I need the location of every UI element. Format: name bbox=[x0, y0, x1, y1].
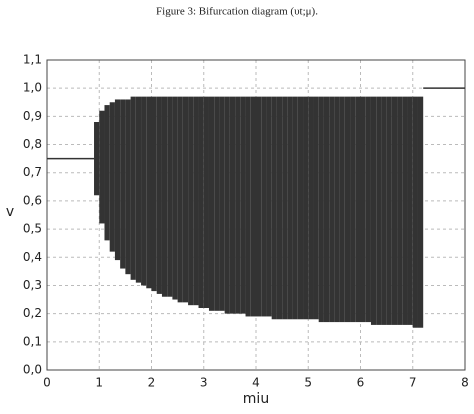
chaos-band bbox=[339, 96, 345, 323]
chaos-band bbox=[208, 96, 215, 311]
chaos-band bbox=[318, 96, 324, 323]
chaos-band bbox=[188, 96, 194, 306]
y-tick-label: 0,2 bbox=[23, 306, 42, 320]
chaos-band bbox=[297, 96, 304, 320]
chaos-band bbox=[334, 96, 340, 323]
y-tick-label: 0,5 bbox=[23, 222, 42, 236]
chaos-band bbox=[104, 105, 110, 241]
x-tick-label: 3 bbox=[200, 376, 208, 390]
chaos-band bbox=[193, 96, 199, 306]
y-tick-label: 0,1 bbox=[23, 334, 42, 348]
chaos-band bbox=[412, 96, 418, 328]
chaos-band bbox=[229, 96, 236, 314]
chaos-band bbox=[120, 99, 126, 269]
chaos-band bbox=[360, 96, 366, 323]
chaos-band bbox=[114, 99, 121, 261]
x-tick-label: 1 bbox=[95, 376, 103, 390]
chaos-band bbox=[141, 96, 147, 286]
chaos-band bbox=[250, 96, 256, 317]
x-tick-label: 2 bbox=[148, 376, 156, 390]
y-tick-label: 0,7 bbox=[23, 165, 42, 179]
chaos-band bbox=[214, 96, 220, 311]
chaos-band bbox=[313, 96, 319, 320]
chaos-band bbox=[266, 96, 272, 317]
y-axis-label: v bbox=[6, 204, 14, 220]
chaos-band bbox=[350, 96, 356, 323]
chaos-band bbox=[161, 96, 168, 297]
y-tick-label: 1,1 bbox=[23, 53, 42, 67]
chaos-band bbox=[245, 96, 251, 317]
chaos-band bbox=[151, 96, 157, 292]
x-tick-label: 0 bbox=[43, 376, 51, 390]
chaos-band bbox=[344, 96, 351, 323]
chaos-band bbox=[182, 96, 189, 303]
chaos-band bbox=[402, 96, 408, 325]
x-tick-label: 4 bbox=[252, 376, 260, 390]
chaos-band bbox=[130, 96, 136, 280]
chaos-band bbox=[381, 96, 387, 325]
chaos-band bbox=[287, 96, 293, 320]
chaos-band bbox=[365, 96, 371, 323]
chaos-band bbox=[94, 122, 100, 196]
chaos-band bbox=[177, 96, 183, 303]
chaos-band bbox=[276, 96, 283, 320]
chaos-band bbox=[167, 96, 173, 297]
chaos-band bbox=[282, 96, 288, 320]
x-tick-label: 8 bbox=[461, 376, 469, 390]
chaos-band bbox=[146, 96, 152, 289]
x-tick-label: 6 bbox=[357, 376, 365, 390]
y-tick-label: 1,0 bbox=[23, 81, 42, 95]
chaos-band bbox=[99, 110, 105, 224]
chaos-band bbox=[376, 96, 382, 325]
chaos-band bbox=[386, 96, 392, 325]
chaos-band bbox=[417, 96, 424, 328]
chaos-band bbox=[308, 96, 314, 320]
x-tick-label: 7 bbox=[409, 376, 417, 390]
y-tick-label: 0,6 bbox=[23, 193, 42, 207]
chaos-band bbox=[329, 96, 335, 323]
chaos-band bbox=[135, 96, 142, 283]
chaos-band bbox=[235, 96, 241, 314]
chaos-band bbox=[125, 99, 131, 275]
y-tick-label: 0,9 bbox=[23, 109, 42, 123]
chaos-band bbox=[303, 96, 309, 320]
chaos-band bbox=[355, 96, 361, 323]
chaos-band bbox=[156, 96, 162, 294]
y-tick-label: 0,3 bbox=[23, 278, 42, 292]
chaos-band bbox=[172, 96, 178, 300]
y-tick-label: 0,0 bbox=[23, 363, 42, 377]
chaos-band bbox=[271, 96, 277, 320]
chaos-band bbox=[397, 96, 403, 325]
chaos-band bbox=[323, 96, 330, 323]
chaos-band bbox=[256, 96, 262, 317]
x-tick-label: 5 bbox=[304, 376, 312, 390]
chaos-band bbox=[240, 96, 246, 314]
chaos-band bbox=[224, 96, 230, 314]
chaos-band bbox=[219, 96, 225, 311]
plot-frame bbox=[46, 59, 466, 371]
chaos-band bbox=[261, 96, 267, 317]
chaos-band bbox=[198, 96, 204, 309]
chaos-band bbox=[391, 96, 398, 325]
chaos-band bbox=[292, 96, 298, 320]
y-tick-label: 0,4 bbox=[23, 250, 42, 264]
chart-title: Figure 3: Bifurcation diagram (υt;μ). bbox=[156, 6, 318, 18]
y-tick-label: 0,8 bbox=[23, 137, 42, 151]
x-axis-label: miu bbox=[243, 391, 269, 407]
chaos-band bbox=[203, 96, 209, 309]
chaos-band bbox=[109, 102, 115, 252]
chaos-band bbox=[370, 96, 377, 325]
chaos-band bbox=[407, 96, 413, 325]
